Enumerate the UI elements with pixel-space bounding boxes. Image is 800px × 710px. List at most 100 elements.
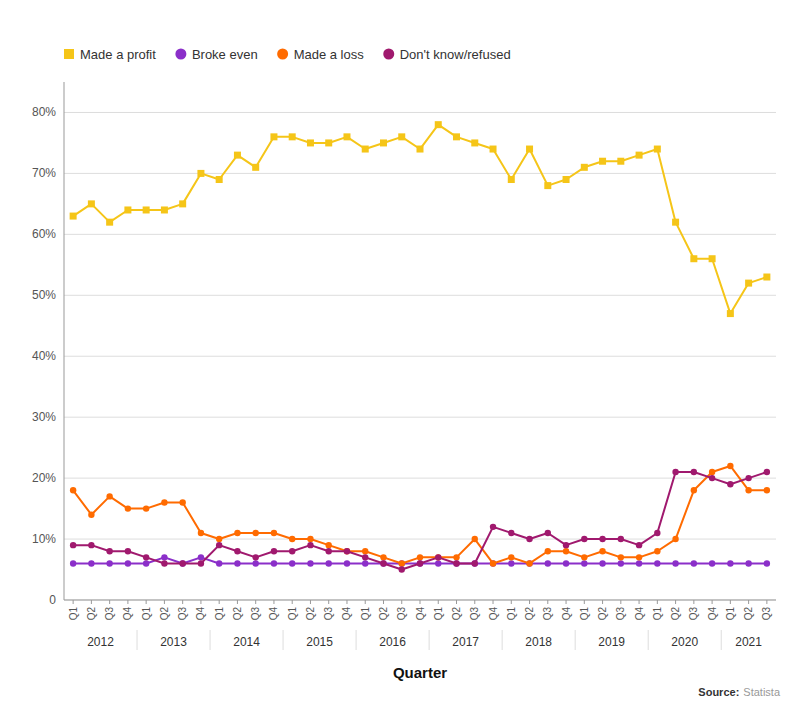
point <box>343 133 350 140</box>
point <box>326 548 332 554</box>
point <box>88 542 94 548</box>
x-tick <box>273 600 274 604</box>
series-line <box>73 125 767 314</box>
x-tick <box>730 600 731 604</box>
x-tick <box>566 600 567 604</box>
x-tick <box>383 600 384 604</box>
x-tick-label: Q1 <box>652 607 663 621</box>
point <box>727 310 734 317</box>
point <box>106 493 112 499</box>
x-tick <box>164 600 165 604</box>
point <box>307 139 314 146</box>
point <box>563 560 569 566</box>
point <box>490 560 496 566</box>
point <box>88 511 94 517</box>
point <box>161 560 167 566</box>
point <box>453 560 459 566</box>
point <box>581 536 587 542</box>
legend-label: Don't know/refused <box>400 47 511 62</box>
point <box>545 548 551 554</box>
point <box>745 280 752 287</box>
point <box>745 560 751 566</box>
x-tick <box>346 600 347 604</box>
point <box>289 560 295 566</box>
x-tick <box>766 600 767 604</box>
point <box>380 560 386 566</box>
x-tick-label: Q3 <box>396 607 407 621</box>
x-tick <box>693 600 694 604</box>
x-tick-label: Q1 <box>506 607 517 621</box>
point <box>179 560 185 566</box>
point <box>252 530 258 536</box>
point <box>691 469 697 475</box>
x-tick-label: Q3 <box>323 607 334 621</box>
point <box>198 530 204 536</box>
x-tick-label: Q4 <box>488 607 499 621</box>
point <box>435 121 442 128</box>
x-tick <box>365 600 366 604</box>
y-axis-line <box>64 82 65 600</box>
x-tick <box>639 600 640 604</box>
point <box>307 542 313 548</box>
point <box>472 536 478 542</box>
point <box>636 542 642 548</box>
point <box>581 554 587 560</box>
point <box>618 536 624 542</box>
x-tick <box>438 600 439 604</box>
y-tick-label: 70% <box>32 166 56 180</box>
year-label: 2012 <box>87 635 114 649</box>
x-tick-label: Q2 <box>378 607 389 621</box>
point <box>289 536 295 542</box>
point <box>745 487 751 493</box>
x-tick-label: Q2 <box>451 607 462 621</box>
year-separator <box>137 630 138 650</box>
y-tick-label: 40% <box>32 349 56 363</box>
point <box>380 560 386 566</box>
point <box>435 554 441 560</box>
x-tick-label: Q2 <box>159 607 170 621</box>
point <box>234 530 240 536</box>
x-tick-label: Q2 <box>597 607 608 621</box>
y-tick-label: 20% <box>32 471 56 485</box>
point <box>599 536 605 542</box>
legend-marker <box>277 49 288 60</box>
x-tick-label: Q4 <box>415 607 426 621</box>
x-tick <box>474 600 475 604</box>
point <box>691 487 697 493</box>
point <box>271 548 277 554</box>
point <box>764 560 770 566</box>
point <box>399 566 405 572</box>
point <box>216 536 222 542</box>
point <box>234 560 240 566</box>
point <box>380 139 387 146</box>
x-tick-label: Q2 <box>86 607 97 621</box>
point <box>563 176 570 183</box>
grid-line <box>64 112 776 113</box>
point <box>617 158 624 165</box>
point <box>618 554 624 560</box>
point <box>691 560 697 566</box>
point <box>271 530 277 536</box>
point <box>70 542 76 548</box>
x-tick <box>219 600 220 604</box>
point <box>490 146 497 153</box>
series <box>70 469 770 573</box>
point <box>362 146 369 153</box>
x-tick-label: Q4 <box>122 607 133 621</box>
point <box>472 560 478 566</box>
point <box>179 499 185 505</box>
year-label: 2020 <box>671 635 698 649</box>
point <box>417 554 423 560</box>
point <box>362 560 368 566</box>
point <box>581 560 587 566</box>
point <box>508 560 514 566</box>
source-text: Statista <box>743 686 781 698</box>
x-axis-label: Quarter <box>393 664 447 681</box>
x-tick-label: Q4 <box>341 607 352 621</box>
point <box>307 560 313 566</box>
point <box>636 152 643 159</box>
year-label: 2016 <box>379 635 406 649</box>
x-tick <box>310 600 311 604</box>
point <box>563 542 569 548</box>
x-tick-label: Q4 <box>195 607 206 621</box>
